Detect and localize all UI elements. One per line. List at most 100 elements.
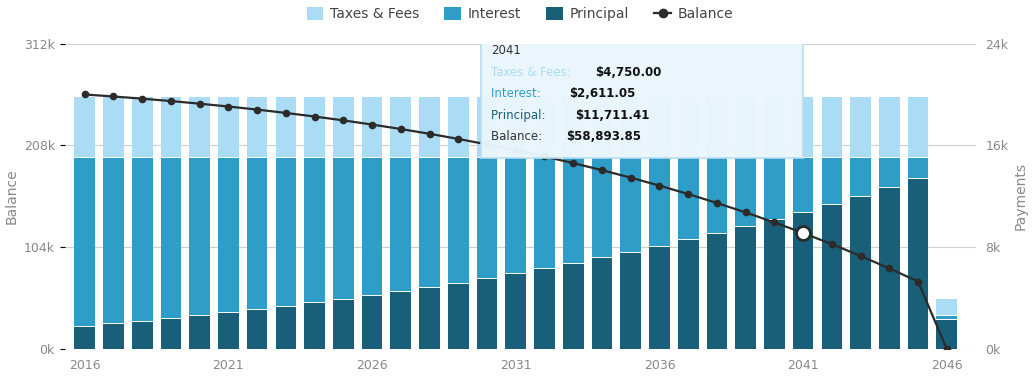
Bar xyxy=(419,97,440,158)
Text: $4,750.00: $4,750.00 xyxy=(594,66,662,79)
Bar xyxy=(189,315,209,349)
Bar xyxy=(276,306,296,349)
Bar xyxy=(908,158,929,178)
Bar xyxy=(591,97,612,158)
Bar xyxy=(535,268,555,349)
Bar xyxy=(218,312,238,349)
Bar xyxy=(276,97,296,158)
Bar xyxy=(247,158,267,309)
Bar xyxy=(362,97,383,158)
Legend: Taxes & Fees, Interest, Principal, Balance: Taxes & Fees, Interest, Principal, Balan… xyxy=(301,2,739,27)
Bar xyxy=(477,278,497,349)
Bar xyxy=(506,273,526,349)
Bar xyxy=(936,315,957,318)
Bar xyxy=(333,299,354,349)
Bar xyxy=(362,295,383,349)
Bar xyxy=(74,158,95,326)
Bar xyxy=(649,97,670,158)
Bar xyxy=(879,187,900,349)
Bar xyxy=(591,258,612,349)
Bar xyxy=(678,97,699,158)
Text: $58,893.85: $58,893.85 xyxy=(566,130,641,143)
Bar xyxy=(477,158,497,278)
Bar xyxy=(736,158,756,226)
Bar xyxy=(562,158,583,263)
Y-axis label: Payments: Payments xyxy=(1013,162,1028,230)
Bar xyxy=(793,158,813,212)
Bar xyxy=(879,97,900,158)
Bar xyxy=(448,282,469,349)
Bar xyxy=(247,97,267,158)
Bar xyxy=(448,158,469,282)
Bar xyxy=(448,97,469,158)
Bar xyxy=(333,97,354,158)
Bar xyxy=(764,97,784,158)
Bar xyxy=(218,158,238,312)
Bar xyxy=(620,97,641,158)
Bar xyxy=(707,97,728,158)
Bar xyxy=(936,299,957,315)
Bar xyxy=(304,97,325,158)
Bar xyxy=(506,97,526,158)
Text: Interest:: Interest: xyxy=(491,88,545,100)
Bar xyxy=(764,219,784,349)
Bar xyxy=(764,158,784,219)
Bar xyxy=(908,178,929,349)
Bar xyxy=(879,158,900,187)
Bar xyxy=(793,97,813,158)
Bar xyxy=(132,97,153,158)
Text: Principal:: Principal: xyxy=(491,109,550,122)
Bar xyxy=(103,323,124,349)
Bar xyxy=(649,246,670,349)
Text: $11,711.41: $11,711.41 xyxy=(575,109,649,122)
Bar xyxy=(562,97,583,158)
Text: Balance:: Balance: xyxy=(491,130,546,143)
Bar xyxy=(161,318,182,349)
Bar xyxy=(189,158,209,315)
Bar xyxy=(103,158,124,323)
Bar xyxy=(620,158,641,252)
Bar xyxy=(821,204,842,349)
Bar xyxy=(189,97,209,158)
Bar xyxy=(362,158,383,295)
Bar xyxy=(821,158,842,204)
Bar xyxy=(649,158,670,246)
Bar xyxy=(793,212,813,349)
Bar xyxy=(132,158,153,321)
Text: $2,611.05: $2,611.05 xyxy=(569,88,636,100)
Bar xyxy=(132,321,153,349)
Bar xyxy=(850,97,871,158)
Text: Taxes & Fees:: Taxes & Fees: xyxy=(491,66,575,79)
Bar xyxy=(678,240,699,349)
Bar xyxy=(591,158,612,258)
Bar xyxy=(304,302,325,349)
Bar xyxy=(936,318,957,349)
Bar xyxy=(620,252,641,349)
Bar xyxy=(736,226,756,349)
Bar xyxy=(736,97,756,158)
Bar xyxy=(390,97,411,158)
Bar xyxy=(247,309,267,349)
Bar xyxy=(333,158,354,299)
Bar xyxy=(161,97,182,158)
Bar xyxy=(850,196,871,349)
Bar xyxy=(908,97,929,158)
FancyBboxPatch shape xyxy=(481,35,803,158)
Bar xyxy=(304,158,325,302)
Bar xyxy=(74,97,95,158)
Bar xyxy=(74,326,95,349)
Bar xyxy=(506,158,526,273)
Bar xyxy=(390,158,411,291)
Bar xyxy=(821,97,842,158)
Bar xyxy=(707,233,728,349)
Bar xyxy=(707,158,728,233)
Bar xyxy=(390,291,411,349)
Bar xyxy=(419,158,440,287)
Text: 2041: 2041 xyxy=(491,44,521,57)
Bar xyxy=(161,158,182,318)
Bar xyxy=(562,263,583,349)
Bar xyxy=(276,158,296,306)
Bar xyxy=(535,97,555,158)
Bar xyxy=(535,158,555,268)
Bar xyxy=(218,97,238,158)
